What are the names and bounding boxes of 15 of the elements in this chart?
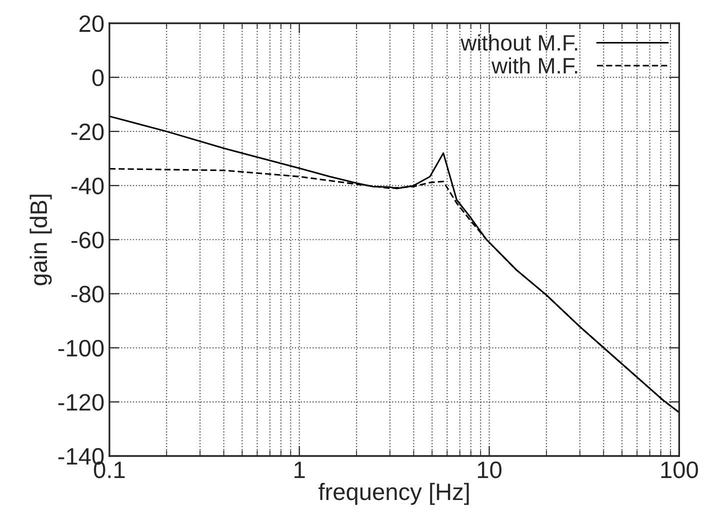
y-axis-title: gain [dB] [30, 194, 52, 286]
y-tick-label: -20 [71, 124, 104, 140]
y-tick-label: 20 [79, 15, 104, 32]
y-tick-label: -80 [71, 286, 104, 303]
y-tick-label: 0 [92, 69, 104, 86]
x-tick-label: 100 [661, 461, 698, 478]
x-tick-label: 10 [478, 461, 502, 478]
x-axis-title: frequency [Hz] [318, 482, 469, 505]
legend-label: with M.F. [491, 57, 578, 74]
y-tick-label: -60 [71, 232, 104, 248]
y-tick-label: -40 [71, 178, 104, 194]
y-tick-label: -120 [58, 394, 104, 411]
legend-label: without M.F. [460, 34, 578, 51]
y-tick-label: -100 [58, 340, 104, 357]
x-tick-label: 1 [294, 462, 305, 478]
